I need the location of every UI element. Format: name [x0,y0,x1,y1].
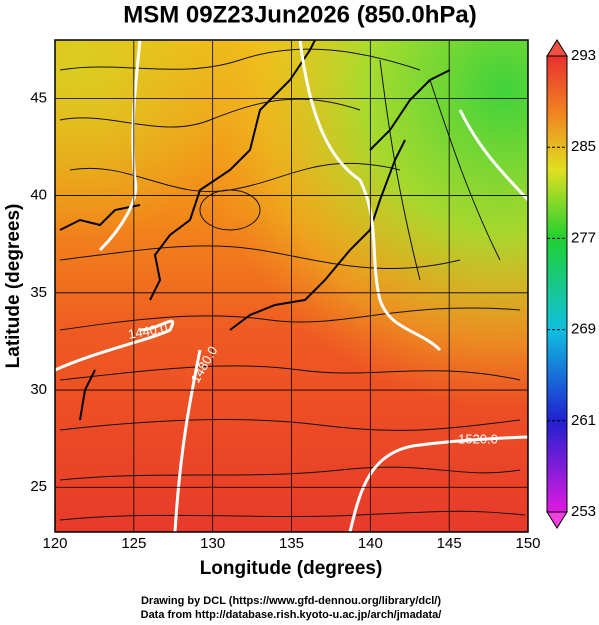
x-tick-label: 140 [358,535,383,552]
colorbar-tick-label: 261 [571,412,596,429]
y-tick-label: 30 [30,381,47,398]
x-tick-label: 145 [437,535,462,552]
title: MSM 09Z23Jun2026 (850.0hPa) [123,1,477,28]
colorbar-tick-label: 277 [571,229,596,246]
y-tick-label: 40 [30,187,47,204]
contour-label: 1440.0 [127,320,169,342]
x-tick-label: 130 [200,535,225,552]
y-tick-label: 35 [30,284,47,301]
contour-label: 1520.0 [458,431,498,446]
contours [55,40,528,532]
x-tick-label: 150 [515,535,540,552]
x-tick-label: 135 [279,535,304,552]
y-tick-label: 25 [30,478,47,495]
coastline [59,40,451,421]
y-tick-label: 45 [30,89,47,106]
credit: Data from http://database.rish.kyoto-u.a… [141,609,442,621]
colorbar-end [546,39,568,57]
streamlines [59,48,526,521]
colorbar-tick-label: 293 [571,47,596,64]
colorbar-ramp [546,55,568,513]
y-axis-label: Latitude (degrees) [3,204,24,369]
colorbar-end [546,511,568,529]
credit: Drawing by DCL (https://www.gfd-dennou.o… [141,595,441,607]
plot-frame [54,39,529,533]
x-tick-label: 120 [42,535,67,552]
x-tick-label: 125 [121,535,146,552]
colorbar-tick-label: 269 [571,321,596,338]
colorbar [546,39,568,529]
colorbar-tick-label: 253 [571,503,596,520]
colorbar-tick-label: 285 [571,138,596,155]
x-axis-label: Longitude (degrees) [200,558,383,579]
